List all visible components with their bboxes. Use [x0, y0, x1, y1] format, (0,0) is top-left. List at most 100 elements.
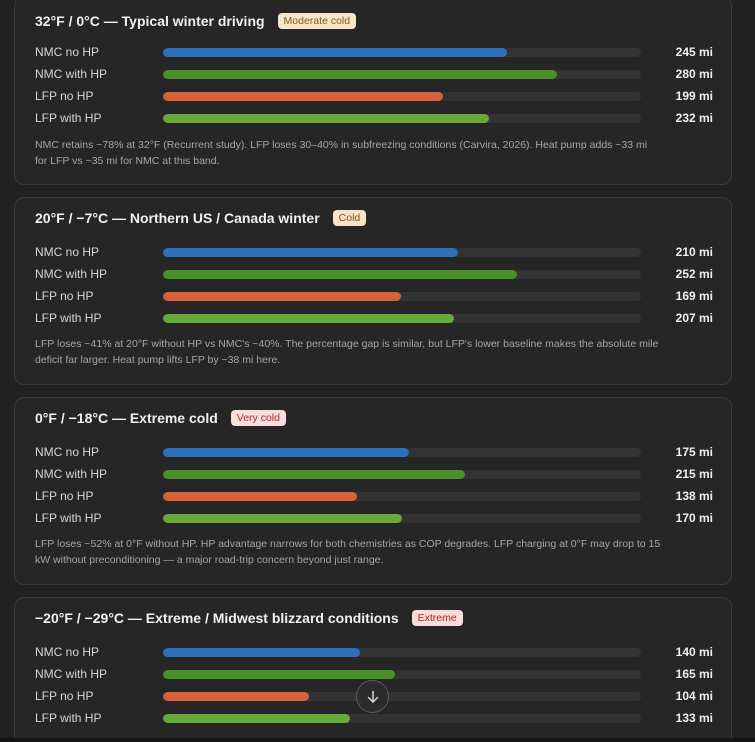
range-bar-track	[163, 292, 641, 301]
row-label: LFP no HP	[35, 289, 94, 303]
severity-badge: Moderate cold	[277, 13, 357, 29]
row-value: 232 mi	[675, 111, 713, 125]
range-bar-fill	[163, 448, 410, 457]
range-bar-fill	[163, 114, 490, 123]
note-line: NMC retains ~78% at 32°F (Recurrent stud…	[35, 139, 648, 151]
range-bar-track	[163, 70, 641, 79]
row-value: 199 mi	[675, 89, 713, 103]
arrow-down-icon	[367, 690, 378, 703]
card-note: NMC retains ~78% at 32°F (Recurrent stud…	[35, 137, 715, 169]
range-row: LFP with HP 133 mi	[35, 710, 713, 728]
range-row: NMC with HP 252 mi	[35, 266, 713, 284]
scroll-to-bottom-button[interactable]	[356, 680, 389, 713]
range-row: NMC with HP 165 mi	[35, 666, 713, 684]
temperature-card: 0°F / −18°C — Extreme cold Very cold NMC…	[14, 397, 732, 585]
range-bar-track	[163, 248, 641, 257]
card-header: 20°F / −7°C — Northern US / Canada winte…	[35, 210, 367, 226]
range-bar-fill	[163, 692, 310, 701]
range-bar-fill	[163, 670, 395, 679]
severity-badge: Very cold	[230, 410, 286, 426]
range-bar-fill	[163, 48, 508, 57]
range-bar-track	[163, 492, 641, 501]
range-bar-fill	[163, 514, 402, 523]
range-bar-fill	[163, 70, 557, 79]
row-value: 210 mi	[675, 245, 713, 259]
row-label: LFP with HP	[35, 711, 102, 725]
range-bar-track	[163, 448, 641, 457]
row-value: 133 mi	[675, 711, 713, 725]
row-label: LFP no HP	[35, 689, 94, 703]
temperature-card: −20°F / −29°C — Extreme / Midwest blizza…	[14, 597, 732, 742]
row-label: LFP with HP	[35, 111, 102, 125]
row-value: 169 mi	[675, 289, 713, 303]
range-bar-fill	[163, 714, 350, 723]
row-value: 138 mi	[675, 489, 713, 503]
range-bar-track	[163, 670, 641, 679]
card-note: LFP loses ~41% at 20°F without HP vs NMC…	[35, 336, 715, 368]
row-label: NMC no HP	[35, 45, 100, 59]
range-bar-track	[163, 692, 641, 701]
range-row: NMC with HP 215 mi	[35, 466, 713, 484]
range-row: NMC with HP 280 mi	[35, 66, 713, 84]
range-row: NMC no HP 210 mi	[35, 244, 713, 262]
composer-edge	[0, 738, 755, 742]
row-value: 165 mi	[675, 667, 713, 681]
row-label: NMC with HP	[35, 267, 108, 281]
range-row: NMC no HP 140 mi	[35, 644, 713, 662]
row-label: NMC no HP	[35, 245, 100, 259]
range-bar-fill	[163, 270, 518, 279]
row-label: LFP with HP	[35, 511, 102, 525]
range-row: LFP with HP 207 mi	[35, 310, 713, 328]
note-line: deficit far larger. Heat pump lifts LFP …	[35, 354, 281, 366]
severity-badge: Cold	[332, 210, 367, 226]
row-value: 104 mi	[675, 689, 713, 703]
row-label: LFP no HP	[35, 89, 94, 103]
range-row: LFP with HP 170 mi	[35, 510, 713, 528]
range-bar-fill	[163, 92, 443, 101]
range-row: LFP no HP 169 mi	[35, 288, 713, 306]
row-value: 140 mi	[675, 645, 713, 659]
temperature-card: 20°F / −7°C — Northern US / Canada winte…	[14, 197, 732, 385]
range-row: NMC no HP 245 mi	[35, 44, 713, 62]
row-value: 207 mi	[675, 311, 713, 325]
range-bar-track	[163, 514, 641, 523]
range-row: LFP no HP 199 mi	[35, 88, 713, 106]
note-line: LFP loses ~41% at 20°F without HP vs NMC…	[35, 338, 659, 350]
range-bar-track	[163, 48, 641, 57]
range-bar-fill	[163, 470, 466, 479]
row-value: 215 mi	[675, 467, 713, 481]
row-label: LFP no HP	[35, 489, 94, 503]
card-title: 20°F / −7°C — Northern US / Canada winte…	[35, 210, 320, 226]
row-value: 170 mi	[675, 511, 713, 525]
row-label: LFP with HP	[35, 311, 102, 325]
range-row: LFP no HP 104 mi	[35, 688, 713, 706]
range-bar-fill	[163, 248, 459, 257]
range-row: LFP no HP 138 mi	[35, 488, 713, 506]
row-value: 280 mi	[675, 67, 713, 81]
range-bar-track	[163, 314, 641, 323]
note-line: for LFP vs ~35 mi for NMC at this band.	[35, 155, 220, 167]
row-label: NMC with HP	[35, 467, 108, 481]
row-value: 252 mi	[675, 267, 713, 281]
card-title: 32°F / 0°C — Typical winter driving	[35, 13, 265, 29]
range-bar-track	[163, 714, 641, 723]
range-bar-fill	[163, 314, 455, 323]
range-bar-track	[163, 470, 641, 479]
row-label: NMC no HP	[35, 445, 100, 459]
row-label: NMC no HP	[35, 645, 100, 659]
range-bar-track	[163, 270, 641, 279]
range-row: LFP with HP 232 mi	[35, 110, 713, 128]
row-value: 175 mi	[675, 445, 713, 459]
range-bar-fill	[163, 648, 360, 657]
severity-badge: Extreme	[411, 610, 463, 626]
row-value: 245 mi	[675, 45, 713, 59]
card-note: LFP loses ~52% at 0°F without HP. HP adv…	[35, 536, 715, 568]
temperature-card: 32°F / 0°C — Typical winter driving Mode…	[14, 0, 732, 185]
card-header: −20°F / −29°C — Extreme / Midwest blizza…	[35, 610, 463, 626]
row-label: NMC with HP	[35, 67, 108, 81]
note-line: kW without preconditioning — a major roa…	[35, 554, 384, 566]
card-title: 0°F / −18°C — Extreme cold	[35, 410, 218, 426]
range-bar-track	[163, 92, 641, 101]
card-header: 0°F / −18°C — Extreme cold Very cold	[35, 410, 286, 426]
